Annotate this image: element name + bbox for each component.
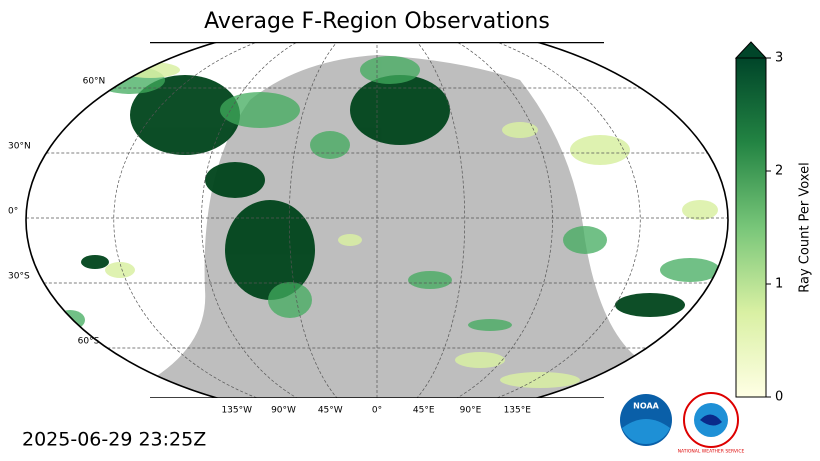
colorbar-tick-label: 0 bbox=[775, 390, 783, 405]
noaa-logo: NOAA bbox=[620, 394, 672, 446]
night-region bbox=[110, 55, 640, 398]
longitude-label: 90°W bbox=[271, 406, 296, 416]
latitude-label: 30°S bbox=[8, 272, 30, 282]
nws-text: NATIONAL WEATHER SERVICE bbox=[678, 449, 745, 455]
observation-areas bbox=[81, 75, 685, 317]
colorbar-body bbox=[735, 57, 767, 398]
latitude-label: 0° bbox=[8, 207, 18, 217]
longitude-label: 45°W bbox=[318, 406, 343, 416]
meridian bbox=[288, 42, 378, 398]
longitude-label: 0° bbox=[372, 406, 382, 416]
latitude-label: 60°N bbox=[83, 77, 106, 87]
colorbar-extension bbox=[734, 41, 768, 59]
meridian bbox=[376, 42, 641, 398]
longitude-label: 135°E bbox=[504, 406, 532, 416]
meridian bbox=[376, 42, 553, 398]
map bbox=[25, 42, 729, 398]
colorbar-tick-label: 2 bbox=[775, 164, 783, 179]
latitude-label: 60°S bbox=[78, 337, 100, 347]
meridian bbox=[201, 42, 378, 398]
longitude-label: 135°W bbox=[221, 406, 252, 416]
meridian bbox=[376, 42, 466, 398]
timestamp: 2025-06-29 23:25Z bbox=[22, 429, 206, 451]
colorbar-tick-label: 1 bbox=[775, 277, 783, 292]
colorbar-tick-label: 3 bbox=[775, 51, 783, 66]
latitude-label: 30°N bbox=[8, 142, 31, 152]
nws-logo: NATIONAL WEATHER SERVICE bbox=[678, 392, 745, 455]
longitude-label: 45°E bbox=[413, 406, 435, 416]
colorbar-label: Ray Count Per Voxel bbox=[798, 162, 813, 292]
longitude-label: 90°E bbox=[460, 406, 482, 416]
colorbar: 0 1 2 3 Ray Count Per Voxel bbox=[734, 41, 813, 405]
noaa-text: NOAA bbox=[633, 402, 659, 411]
map-border bbox=[25, 42, 729, 398]
meridian bbox=[113, 42, 378, 398]
title: Average F-Region Observations bbox=[204, 9, 550, 34]
